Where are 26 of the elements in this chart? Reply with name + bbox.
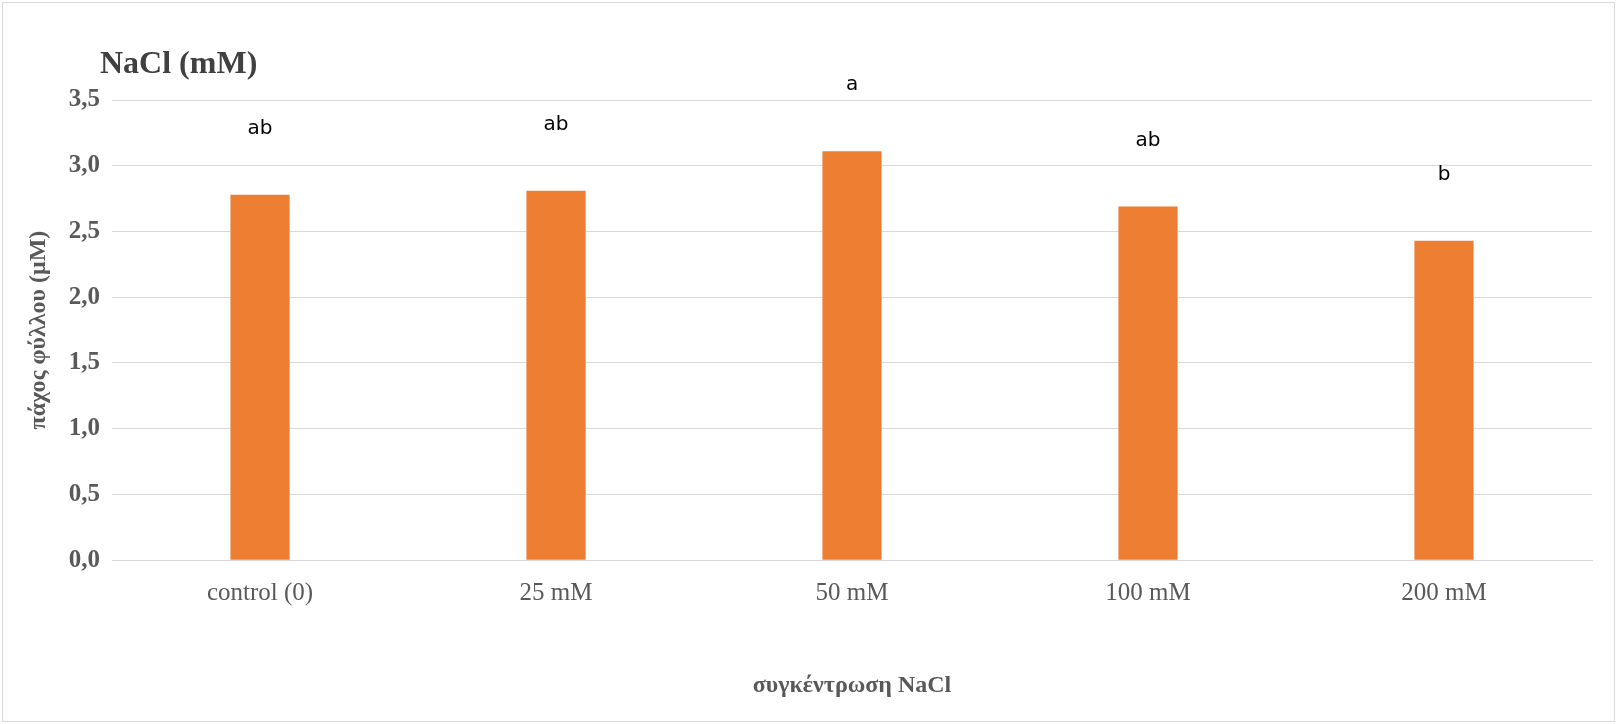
bar: [230, 194, 290, 560]
y-tick-label: 3,5: [68, 84, 101, 112]
y-tick-label: 2,0: [68, 281, 101, 309]
annotation: ab: [1135, 126, 1161, 151]
y-tick-label: 1,0: [68, 413, 101, 441]
y-tick-label: 2,5: [68, 215, 101, 243]
bar: [526, 190, 586, 560]
x-tick-label: 100 mM: [1105, 577, 1191, 605]
y-tick-label: 0,5: [68, 478, 101, 506]
annotation: ab: [543, 110, 569, 135]
bar: [1118, 206, 1178, 560]
annotation: b: [1437, 160, 1451, 185]
y-tick-label: 0,0: [68, 544, 101, 572]
x-axis-title: συγκέντρωση NaCl: [752, 670, 952, 697]
x-tick-label: 25 mM: [519, 577, 593, 605]
bar: [822, 151, 882, 560]
x-tick-label: 50 mM: [815, 577, 889, 605]
x-tick-label: control (0): [206, 577, 314, 606]
y-axis-title: πάχος φύλλου (μM): [23, 230, 50, 430]
annotation: ab: [247, 114, 273, 139]
x-tick-label: 200 mM: [1401, 577, 1487, 605]
y-tick-label: 1,5: [68, 347, 101, 375]
chart-title: NaCl (mM): [100, 44, 258, 81]
annotation: a: [845, 71, 859, 96]
bar: [1414, 240, 1474, 560]
y-tick-label: 3,0: [68, 150, 101, 178]
